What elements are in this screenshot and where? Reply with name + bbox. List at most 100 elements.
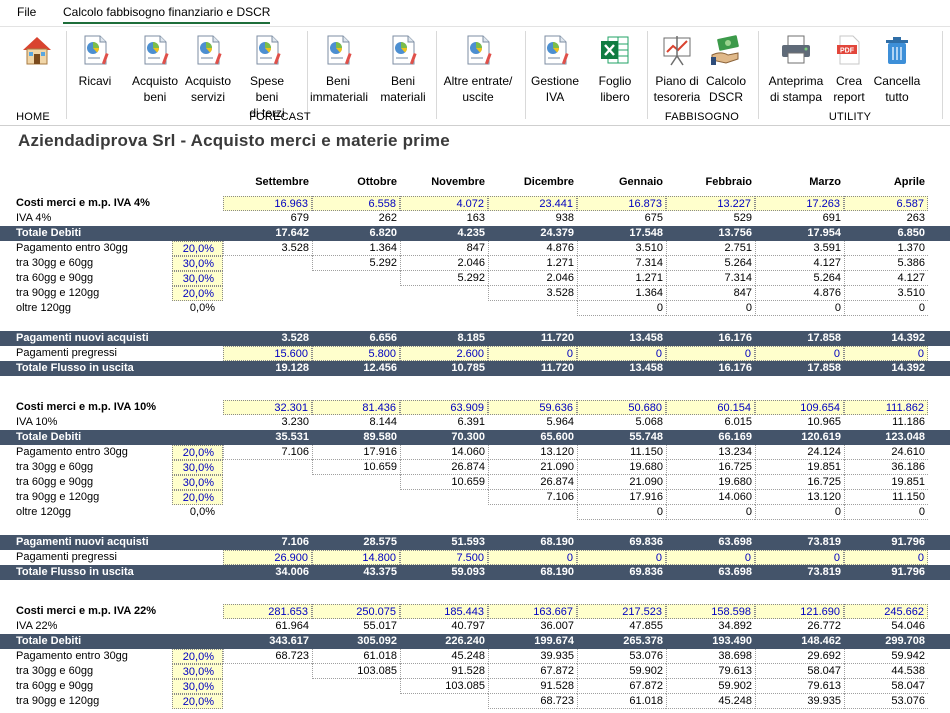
cell-ottobre[interactable]: 5.800 [312,346,400,361]
percentage-cell[interactable]: 30,0% [172,256,223,271]
ribbon-button-beni-immateriali[interactable]: Beni immateriali [310,31,368,107]
ribbon-button-spese-beni-terzi[interactable]: Spese beni di terzi [237,31,297,120]
ribbon-button-cancella-tutto[interactable]: Cancella tutto [871,31,923,107]
percentage-cell[interactable]: 30,0% [172,664,223,679]
cell-ottobre: 262 [378,212,397,224]
cell-gennaio: 675 [644,212,663,224]
cell-ottobre[interactable]: 14.800 [312,550,400,565]
cell-gennaio: 265.378 [623,635,663,647]
cell-gennaio[interactable]: 0 [577,550,666,565]
cell-marzo[interactable]: 17.263 [755,196,844,211]
cell-febbraio[interactable]: 60.154 [666,400,755,415]
percentage-cell[interactable]: 20,0% [172,490,223,505]
cell-dicembre: 68.723 [488,694,577,709]
ribbon-separator [942,31,943,119]
cell-dicembre: 39.935 [488,649,577,664]
cell-febbraio: 2.751 [666,241,755,256]
row-label: Pagamenti nuovi acquisti [16,332,149,344]
tab-calcolo-fabbisogno[interactable]: Calcolo fabbisogno finanziario e DSCR [63,5,271,24]
cell-aprile[interactable]: 0 [844,550,928,565]
cell-novembre[interactable]: 7.500 [400,550,488,565]
ribbon-button-acquisto-servizi[interactable]: Acquisto servizi [182,31,234,107]
cell-novembre[interactable]: 63.909 [400,400,488,415]
cell-aprile: 91.796 [891,566,925,578]
row-payment-term: tra 30gg e 60gg 30,0% 5.292 2.046 1.271 7.314… [0,256,950,271]
cell-settembre: 35.531 [275,431,309,443]
cell-novembre[interactable]: 2.600 [400,346,488,361]
cell-marzo[interactable]: 0 [755,346,844,361]
cell-aprile: 11.150 [844,490,928,505]
cell-dicembre[interactable]: 163.667 [488,604,577,619]
ribbon-button-crea-report[interactable]: PDF Crea report [831,31,867,107]
cell-novembre[interactable]: 185.443 [400,604,488,619]
percentage-cell[interactable]: 20,0% [172,649,223,664]
percentage-cell[interactable]: 30,0% [172,679,223,694]
cell-dicembre[interactable]: 0 [488,550,577,565]
cell-gennaio[interactable]: 16.873 [577,196,666,211]
cell-febbraio: 19.680 [666,475,755,490]
cell-marzo: 691 [822,212,841,224]
cell-dicembre[interactable]: 0 [488,346,577,361]
cell-settembre: 343.617 [269,635,309,647]
ribbon-button-acquisto-beni[interactable]: Acquisto beni [129,31,181,107]
ribbon-button-label: Anteprima di stampa [768,74,824,104]
cell-dicembre: 11.720 [540,332,574,344]
cell-aprile[interactable]: 111.862 [844,400,928,415]
percentage-cell[interactable]: 20,0% [172,286,223,301]
cell-febbraio[interactable]: 0 [666,346,755,361]
ribbon-button-home[interactable] [17,31,57,107]
cell-febbraio[interactable]: 0 [666,550,755,565]
cell-marzo[interactable]: 109.654 [755,400,844,415]
cell-aprile: 0 [844,505,928,520]
percentage-cell[interactable]: 30,0% [172,271,223,286]
row-label: tra 30gg e 60gg [16,461,94,473]
row-label: tra 30gg e 60gg [16,665,94,677]
ribbon-button-foglio-libero[interactable]: Foglio libero [595,31,635,107]
cell-dicembre[interactable]: 23.441 [488,196,577,211]
cell-marzo[interactable]: 121.690 [755,604,844,619]
cell-aprile[interactable]: 245.662 [844,604,928,619]
cell-marzo: 10.965 [807,416,841,428]
cell-gennaio[interactable]: 50.680 [577,400,666,415]
cell-dicembre[interactable]: 59.636 [488,400,577,415]
cell-dicembre: 2.046 [488,271,577,286]
ribbon-button-gestione-iva[interactable]: Gestione IVA [527,31,583,107]
ribbon-button-altre-entrate[interactable]: Altre entrate/ uscite [440,31,516,107]
cell-dicembre: 24.379 [540,227,574,239]
row-payment-term: tra 90gg e 120gg 20,0% 3.528 1.364 847 4.876 3… [0,286,950,301]
cell-febbraio[interactable]: 158.598 [666,604,755,619]
row-payment-term: tra 30gg e 60gg 30,0% 10.659 26.874 21.090 19… [0,460,950,475]
cell-dicembre: 4.876 [488,241,577,256]
cell-febbraio[interactable]: 13.227 [666,196,755,211]
cell-gennaio: 59.902 [577,664,666,679]
cell-aprile[interactable]: 6.587 [844,196,928,211]
cell-settembre[interactable]: 16.963 [223,196,312,211]
cell-settembre[interactable]: 281.653 [223,604,312,619]
ribbon-button-calcolo-dscr[interactable]: Calcolo DSCR [702,31,750,107]
cell-gennaio[interactable]: 0 [577,346,666,361]
cell-novembre[interactable]: 4.072 [400,196,488,211]
cell-marzo[interactable]: 0 [755,550,844,565]
cell-settembre[interactable]: 32.301 [223,400,312,415]
cell-gennaio[interactable]: 217.523 [577,604,666,619]
menu-file[interactable]: File [17,5,37,19]
ribbon-button-ricavi[interactable]: Ricavi [77,31,113,107]
ribbon-button-beni-materiali[interactable]: Beni materiali [379,31,427,107]
cell-settembre[interactable]: 26.900 [223,550,312,565]
percentage-cell[interactable]: 30,0% [172,475,223,490]
column-header-febbraio: Febbraio [705,176,752,188]
cell-ottobre[interactable]: 81.436 [312,400,400,415]
percentage-cell[interactable]: 20,0% [172,694,223,709]
cell-febbraio: 79.613 [666,664,755,679]
ribbon-button-anteprima-stampa[interactable]: Anteprima di stampa [766,31,826,107]
cell-settembre[interactable]: 15.600 [223,346,312,361]
percentage-cell[interactable]: 20,0% [172,445,223,460]
cell-ottobre: 305.092 [357,635,397,647]
cell-dicembre: 11.720 [540,362,574,374]
cell-aprile[interactable]: 0 [844,346,928,361]
percentage-cell[interactable]: 30,0% [172,460,223,475]
cell-ottobre[interactable]: 250.075 [312,604,400,619]
cell-ottobre[interactable]: 6.558 [312,196,400,211]
ribbon-button-piano-tesoreria[interactable]: Piano di tesoreria [652,31,702,107]
percentage-cell[interactable]: 20,0% [172,241,223,256]
